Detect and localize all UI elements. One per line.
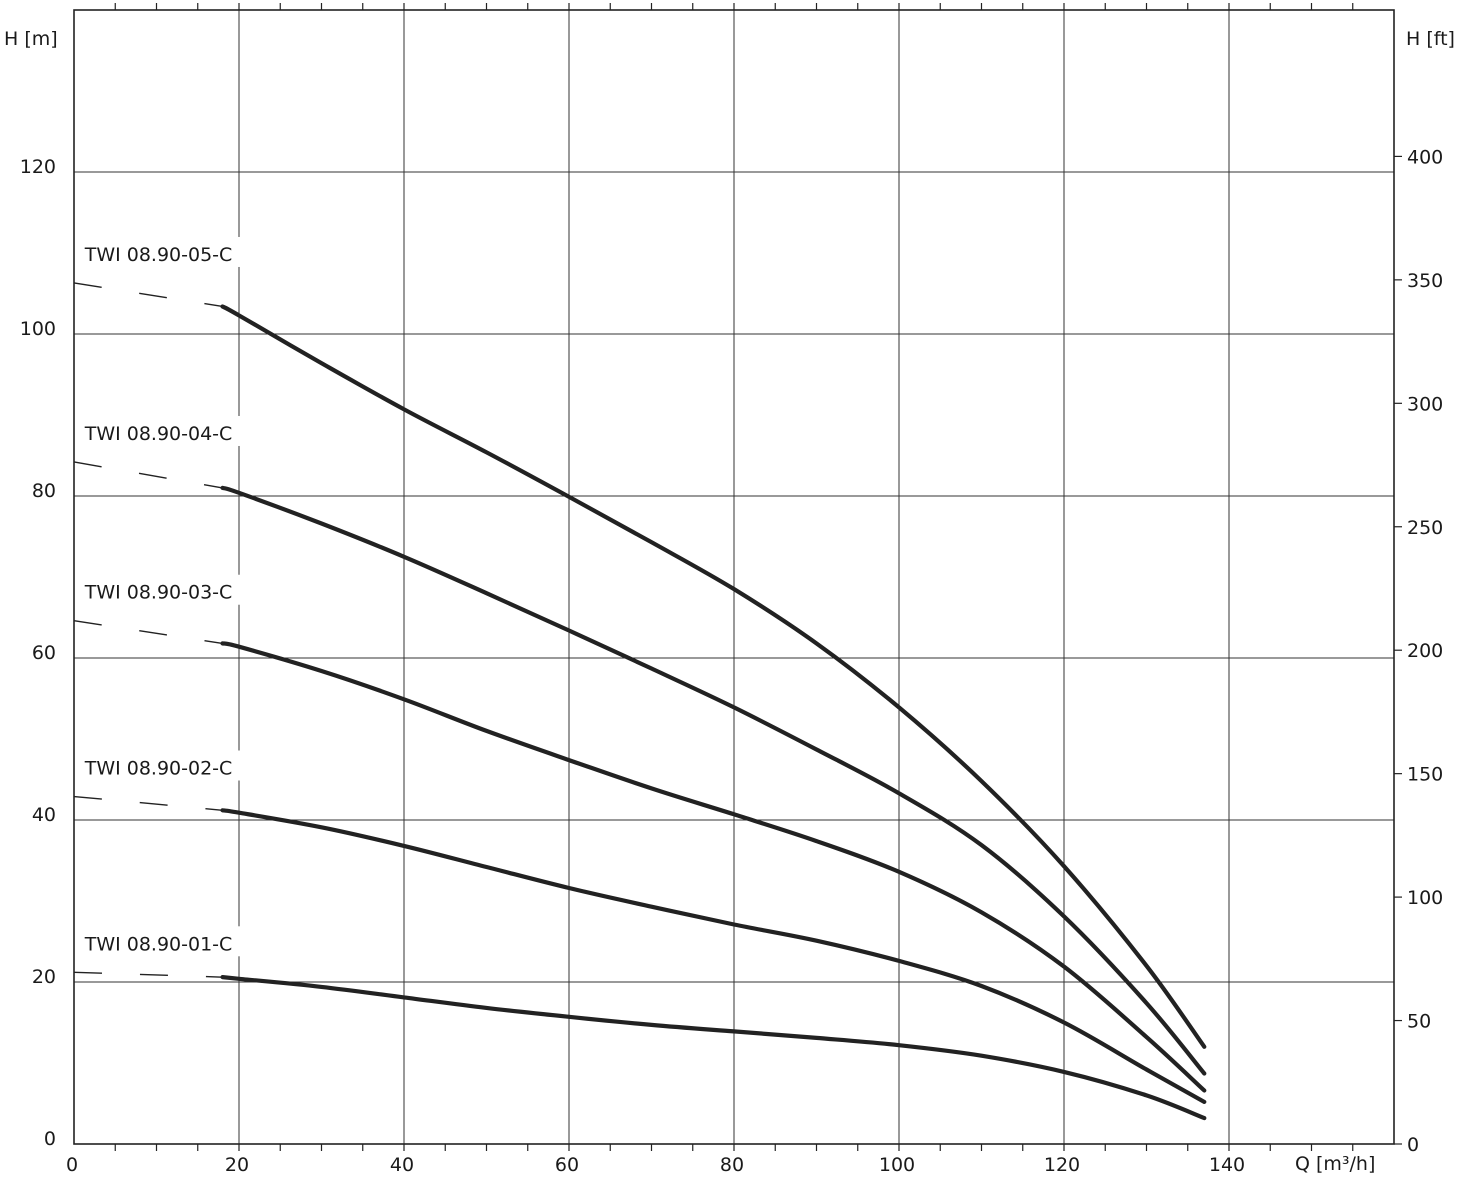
label-layer: 0 20 40 60 80 100 120 140 0 20 40 60 80 100 120 0 50 100 1… bbox=[20, 146, 1444, 1176]
series-dashed-line bbox=[73, 971, 223, 978]
x-tick-label: 60 bbox=[555, 1154, 579, 1176]
series-label: TWI 08.90-01-C bbox=[84, 933, 233, 955]
series-label: TWI 08.90-04-C bbox=[84, 423, 233, 445]
x-tick-label: 20 bbox=[225, 1154, 249, 1176]
y2-tick-label: 400 bbox=[1407, 146, 1443, 168]
series-line bbox=[220, 641, 1207, 1093]
series-layer bbox=[73, 282, 1207, 1121]
y2-axis-title: H [ft] bbox=[1406, 28, 1455, 50]
y-tick-label: 120 bbox=[20, 156, 56, 178]
series-label-bg bbox=[80, 236, 245, 267]
y2-tick-label: 50 bbox=[1407, 1011, 1431, 1033]
series-line bbox=[220, 975, 1207, 1121]
x-tick-label: 100 bbox=[879, 1154, 915, 1176]
series-group bbox=[73, 461, 1207, 1076]
y-tick-label: 60 bbox=[32, 642, 56, 664]
x-tick-label: 40 bbox=[390, 1154, 414, 1176]
series-label-bg bbox=[80, 415, 245, 446]
grid-layer bbox=[74, 10, 1394, 1144]
x-tick-label: 0 bbox=[66, 1154, 78, 1176]
x-tick-label: 120 bbox=[1044, 1154, 1080, 1176]
series-dashed-line bbox=[73, 461, 223, 489]
series-label-bg bbox=[80, 574, 245, 605]
y-axis-title: H [m] bbox=[4, 28, 58, 50]
y2-tick-label: 0 bbox=[1407, 1134, 1419, 1156]
series-label: TWI 08.90-02-C bbox=[84, 758, 233, 780]
y-tick-label: 80 bbox=[32, 480, 56, 502]
y2-tick-label: 300 bbox=[1407, 393, 1443, 415]
series-label-bg bbox=[80, 926, 245, 957]
y-tick-label: 40 bbox=[32, 804, 56, 826]
series-dashed-line bbox=[73, 282, 223, 308]
x-tick-label: 140 bbox=[1209, 1154, 1245, 1176]
y-tick-label: 0 bbox=[44, 1128, 56, 1150]
series-dashed-line bbox=[73, 795, 223, 811]
series-label: TWI 08.90-05-C bbox=[84, 244, 233, 266]
x-tick-label: 80 bbox=[720, 1154, 744, 1176]
y2-tick-label: 350 bbox=[1407, 270, 1443, 292]
y2-tick-label: 200 bbox=[1407, 640, 1443, 662]
x-axis-title: Q [m³/h] bbox=[1295, 1153, 1375, 1175]
y2-tick-label: 250 bbox=[1407, 517, 1443, 539]
series-group bbox=[73, 620, 1207, 1093]
series-line bbox=[220, 808, 1207, 1104]
y2-tick-label: 150 bbox=[1407, 764, 1443, 786]
series-group bbox=[73, 282, 1207, 1049]
series-line bbox=[220, 485, 1207, 1076]
y-tick-label: 100 bbox=[20, 318, 56, 340]
y-tick-label: 20 bbox=[32, 966, 56, 988]
series-group bbox=[73, 971, 1207, 1121]
series-group bbox=[73, 795, 1207, 1104]
series-label-bg bbox=[80, 750, 245, 781]
series-label: TWI 08.90-03-C bbox=[84, 582, 233, 604]
series-dashed-line bbox=[73, 620, 223, 645]
axes-layer bbox=[73, 3, 1402, 1151]
y2-tick-label: 100 bbox=[1407, 887, 1443, 909]
series-line bbox=[220, 304, 1207, 1049]
